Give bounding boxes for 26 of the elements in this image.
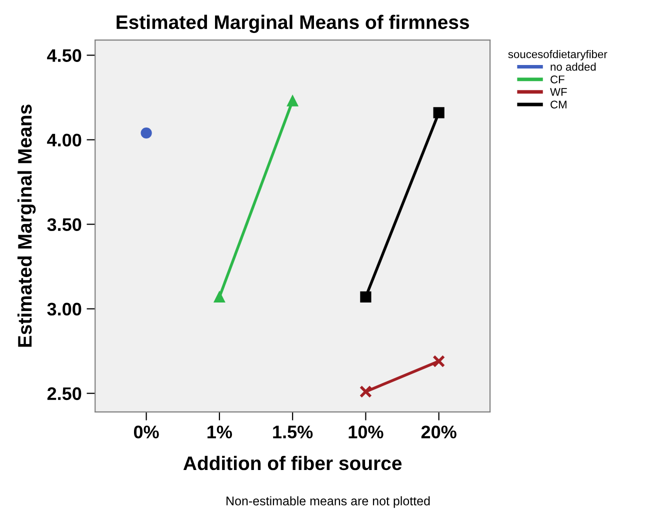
point <box>433 107 444 118</box>
legend-label: CM <box>550 100 566 108</box>
x-tick-label: 1% <box>208 426 232 438</box>
point <box>359 385 372 398</box>
y-tick-label: 3.50 <box>47 218 82 232</box>
legend-label: CF <box>550 75 564 84</box>
point <box>432 354 446 368</box>
point <box>140 127 152 139</box>
x-axis-title: Addition of fiber source <box>183 456 402 470</box>
text: Non-estimable means are not plotted <box>226 496 430 508</box>
point <box>360 291 372 303</box>
legend-title: soucesofdietaryfiber <box>508 50 608 60</box>
point <box>287 95 298 106</box>
y-tick-label: 4.00 <box>47 134 82 146</box>
x-tick-label: 20% <box>421 426 456 438</box>
x-tick-label: 1.5% <box>273 426 313 438</box>
x-tick-label: 0% <box>134 426 159 438</box>
y-tick-label: 2.50 <box>47 387 82 400</box>
y-tick-label: 3.00 <box>47 302 82 316</box>
chart-title: Estimated Marginal Means of firmness <box>116 14 469 34</box>
legend-label: WF <box>550 88 567 96</box>
legend-label: no added <box>550 62 596 71</box>
point <box>214 291 225 303</box>
x-tick-label: 10% <box>348 426 384 438</box>
y-axis-title: Estimated Marginal Means <box>17 104 36 347</box>
y-tick-label: 4.50 <box>47 49 82 62</box>
